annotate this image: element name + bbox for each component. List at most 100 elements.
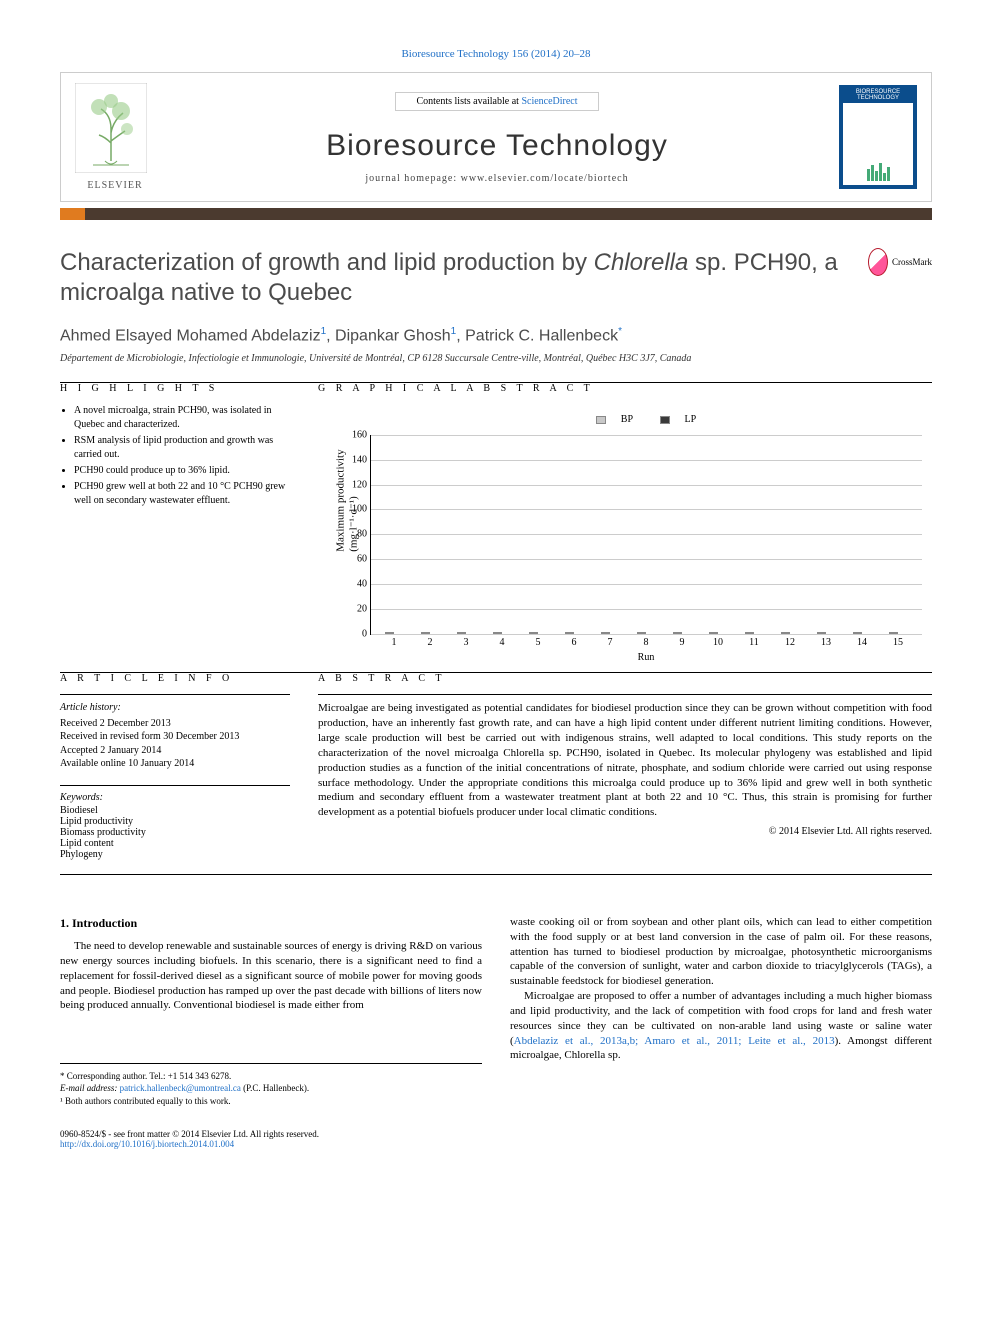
doi-link[interactable]: http://dx.doi.org/10.1016/j.biortech.201… [60, 1139, 234, 1149]
bar-bp [565, 632, 574, 634]
publisher-logo: ELSEVIER [75, 83, 155, 191]
x-tick-label: 7 [592, 637, 628, 648]
bar-bp [601, 632, 610, 634]
chart-legend: BP LP [370, 414, 922, 427]
author-list: Ahmed Elsayed Mohamed Abdelaziz1, Dipank… [60, 326, 932, 345]
bar-bp [781, 632, 790, 634]
abstract-heading: A B S T R A C T [318, 673, 932, 684]
x-tick-label: 13 [808, 637, 844, 648]
bar-group [629, 632, 665, 634]
chart-x-axis-label: Run [370, 652, 922, 663]
bar-group [665, 632, 701, 634]
bar-bp [817, 632, 826, 634]
journal-title: Bioresource Technology [155, 129, 839, 163]
section-heading-intro: 1. Introduction [60, 915, 482, 931]
citation-links[interactable]: Abdelaziz et al., 2013a,b; Amaro et al.,… [514, 1035, 835, 1047]
y-tick-label: 60 [339, 554, 367, 565]
bar-group [377, 632, 413, 634]
elsevier-tree-icon [75, 83, 147, 173]
crossmark-icon [868, 248, 888, 276]
keywords-block: Keywords: BiodieselLipid productivityBio… [60, 785, 290, 860]
journal-cover-thumb: BIORESOURCE TECHNOLOGY [839, 85, 917, 189]
email-link[interactable]: patrick.hallenbeck@umontreal.ca [120, 1083, 241, 1093]
x-tick-label: 9 [664, 637, 700, 648]
bar-group [736, 632, 772, 634]
bar-bp [745, 632, 754, 634]
highlight-item: A novel microalga, strain PCH90, was iso… [74, 404, 290, 432]
bar-group [880, 632, 916, 634]
intro-paragraph-3: Microalgae are proposed to offer a numbe… [510, 989, 932, 1063]
x-tick-label: 12 [772, 637, 808, 648]
journal-homepage: journal homepage: www.elsevier.com/locat… [155, 173, 839, 184]
accent-bar [60, 208, 932, 220]
author-footnote-1b[interactable]: 1 [451, 326, 457, 337]
bar-group [521, 632, 557, 634]
bar-group [593, 632, 629, 634]
article-history: Article history: Received 2 December 201… [60, 694, 290, 771]
legend-swatch-bp [596, 416, 606, 424]
y-tick-label: 140 [339, 454, 367, 465]
y-tick-label: 160 [339, 429, 367, 440]
x-tick-label: 3 [448, 637, 484, 648]
bar-bp [673, 632, 682, 634]
x-tick-label: 5 [520, 637, 556, 648]
bar-group [808, 632, 844, 634]
y-tick-label: 100 [339, 504, 367, 515]
x-tick-label: 8 [628, 637, 664, 648]
bar-group [413, 632, 449, 634]
publisher-name: ELSEVIER [75, 180, 155, 191]
keyword-item: Lipid productivity [60, 816, 290, 827]
x-tick-label: 11 [736, 637, 772, 648]
y-tick-label: 20 [339, 603, 367, 614]
footnotes: * Corresponding author. Tel.: +1 514 343… [60, 1063, 482, 1106]
article-title: Characterization of growth and lipid pro… [60, 248, 848, 308]
page-footer: 0960-8524/$ - see front matter © 2014 El… [60, 1123, 932, 1149]
highlight-item: RSM analysis of lipid production and gro… [74, 434, 290, 462]
bar-group [449, 632, 485, 634]
crossmark-badge[interactable]: CrossMark [868, 248, 932, 276]
author-footnote-1a[interactable]: 1 [321, 326, 327, 337]
keyword-item: Biodiesel [60, 805, 290, 816]
corresponding-author-mark[interactable]: * [618, 326, 622, 337]
keyword-item: Lipid content [60, 838, 290, 849]
y-tick-label: 0 [339, 628, 367, 639]
y-tick-label: 80 [339, 529, 367, 540]
x-tick-label: 1 [376, 637, 412, 648]
x-tick-label: 14 [844, 637, 880, 648]
bar-group [772, 632, 808, 634]
bar-bp [853, 632, 862, 634]
abstract-copyright: © 2014 Elsevier Ltd. All rights reserved… [318, 826, 932, 837]
contents-available: Contents lists available at ScienceDirec… [395, 92, 598, 111]
keyword-item: Biomass productivity [60, 827, 290, 838]
affiliation: Département de Microbiologie, Infectiolo… [60, 353, 932, 364]
article-info-heading: A R T I C L E I N F O [60, 673, 290, 684]
y-tick-label: 40 [339, 579, 367, 590]
bar-group [844, 632, 880, 634]
x-tick-label: 6 [556, 637, 592, 648]
bar-bp [529, 632, 538, 634]
bar-bp [637, 632, 646, 634]
sciencedirect-link[interactable]: ScienceDirect [521, 96, 577, 107]
bar-bp [421, 632, 430, 634]
highlight-item: PCH90 could produce up to 36% lipid. [74, 464, 290, 478]
graphical-abstract-chart: BP LP Maximum productivity(mg·l⁻¹·d⁻¹) 0… [318, 404, 932, 654]
bar-bp [889, 632, 898, 634]
x-tick-label: 15 [880, 637, 916, 648]
keyword-item: Phylogeny [60, 849, 290, 860]
highlights-list: A novel microalga, strain PCH90, was iso… [60, 404, 290, 508]
bar-bp [385, 632, 394, 634]
running-head-link[interactable]: Bioresource Technology 156 (2014) 20–28 [401, 48, 590, 60]
highlight-item: PCH90 grew well at both 22 and 10 °C PCH… [74, 480, 290, 508]
bar-bp [493, 632, 502, 634]
bar-group [557, 632, 593, 634]
masthead: ELSEVIER Contents lists available at Sci… [60, 72, 932, 202]
bar-group [485, 632, 521, 634]
bar-group [700, 632, 736, 634]
x-tick-label: 4 [484, 637, 520, 648]
graphical-abstract-heading: G R A P H I C A L A B S T R A C T [318, 383, 932, 394]
body-text: 1. Introduction The need to develop rene… [60, 915, 932, 1107]
running-head: Bioresource Technology 156 (2014) 20–28 [60, 48, 932, 60]
legend-swatch-lp [660, 416, 670, 424]
x-tick-label: 2 [412, 637, 448, 648]
intro-paragraph-1: The need to develop renewable and sustai… [60, 939, 482, 1013]
